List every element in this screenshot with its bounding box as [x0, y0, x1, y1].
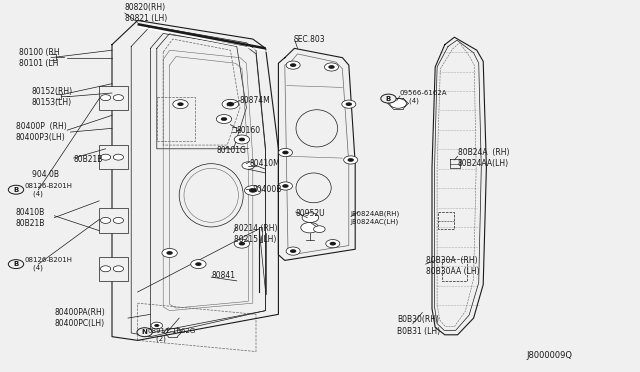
Circle shape: [302, 213, 319, 222]
Circle shape: [8, 260, 24, 269]
Text: 08126-B201H
    (4): 08126-B201H (4): [24, 183, 72, 197]
Text: 80400P  (RH)
80400P3(LH): 80400P (RH) 80400P3(LH): [16, 122, 67, 142]
Text: 80410B
80B21B: 80410B 80B21B: [16, 208, 45, 228]
Circle shape: [173, 100, 188, 109]
Circle shape: [234, 239, 250, 248]
Text: 80B30A  (RH)
80B30AA (LH): 80B30A (RH) 80B30AA (LH): [426, 256, 479, 276]
Text: 80410M: 80410M: [250, 159, 280, 168]
Text: 80400B: 80400B: [253, 185, 282, 194]
Text: B: B: [13, 187, 19, 193]
Circle shape: [301, 222, 319, 233]
Circle shape: [166, 251, 173, 255]
Text: J80824AB(RH)
J80824AC(LH): J80824AB(RH) J80824AC(LH): [351, 211, 400, 225]
Circle shape: [222, 99, 239, 109]
Circle shape: [239, 138, 245, 141]
Circle shape: [113, 95, 124, 101]
Circle shape: [278, 182, 292, 190]
Circle shape: [290, 249, 296, 253]
Text: B: B: [13, 261, 19, 267]
Circle shape: [314, 226, 325, 232]
Text: 09566-6162A
    (4): 09566-6162A (4): [400, 90, 447, 104]
Bar: [99, 208, 128, 232]
Circle shape: [191, 260, 206, 269]
Circle shape: [154, 324, 159, 327]
Circle shape: [221, 117, 227, 121]
Circle shape: [100, 95, 111, 101]
Text: 80B21B: 80B21B: [74, 155, 103, 164]
Text: 80214 (RH)
80215 (LH): 80214 (RH) 80215 (LH): [234, 224, 277, 244]
Circle shape: [344, 156, 358, 164]
Circle shape: [113, 266, 124, 272]
Bar: [99, 257, 128, 281]
Text: 80160: 80160: [237, 126, 261, 135]
Text: 80152(RH)
80153(LH): 80152(RH) 80153(LH): [32, 87, 73, 107]
Circle shape: [286, 61, 300, 69]
Text: 08911-1062G
    (2): 08911-1062G (2): [147, 328, 195, 342]
Text: 80B24A  (RH)
80B24AA(LH): 80B24A (RH) 80B24AA(LH): [458, 148, 509, 168]
Text: B: B: [386, 96, 391, 102]
Circle shape: [177, 102, 184, 106]
Text: J8000009Q: J8000009Q: [527, 351, 573, 360]
Circle shape: [282, 184, 289, 188]
Circle shape: [227, 102, 234, 106]
Text: 80101G: 80101G: [216, 146, 246, 155]
Text: 80400PA(RH)
80400PC(LH): 80400PA(RH) 80400PC(LH): [54, 308, 105, 328]
Bar: [99, 86, 128, 110]
Circle shape: [282, 151, 289, 154]
Circle shape: [216, 115, 232, 124]
Circle shape: [100, 266, 111, 272]
Circle shape: [348, 158, 354, 162]
Circle shape: [324, 63, 339, 71]
Circle shape: [328, 65, 335, 69]
Circle shape: [330, 242, 336, 246]
Circle shape: [100, 217, 111, 223]
Bar: [99, 145, 128, 169]
Circle shape: [234, 135, 250, 144]
Circle shape: [195, 262, 202, 266]
Circle shape: [381, 94, 396, 103]
Text: B0B30(RH)
B0B31 (LH): B0B30(RH) B0B31 (LH): [397, 315, 440, 336]
Circle shape: [113, 154, 124, 160]
Text: 80820(RH)
80821 (LH): 80820(RH) 80821 (LH): [125, 3, 167, 23]
Circle shape: [151, 322, 163, 329]
Text: SEC.803: SEC.803: [293, 35, 324, 44]
Circle shape: [286, 247, 300, 255]
Text: 904 0B: 904 0B: [32, 170, 59, 179]
Circle shape: [137, 328, 152, 337]
Text: 80841: 80841: [211, 271, 236, 280]
Circle shape: [113, 217, 124, 223]
Circle shape: [100, 154, 111, 160]
Circle shape: [249, 188, 257, 193]
Circle shape: [242, 162, 255, 169]
Circle shape: [390, 99, 406, 108]
Circle shape: [8, 185, 24, 194]
Text: 08126-B201H
    (4): 08126-B201H (4): [24, 257, 72, 271]
Circle shape: [346, 102, 352, 106]
Circle shape: [162, 248, 177, 257]
Text: 80100 (RH
80101 (LH: 80100 (RH 80101 (LH: [19, 48, 60, 68]
Circle shape: [342, 100, 356, 108]
Text: N: N: [141, 329, 148, 335]
Text: 80874M: 80874M: [240, 96, 271, 105]
Text: 80952U: 80952U: [296, 209, 325, 218]
Circle shape: [290, 63, 296, 67]
Circle shape: [326, 240, 340, 248]
Circle shape: [244, 186, 261, 195]
Circle shape: [239, 242, 245, 246]
Circle shape: [278, 148, 292, 157]
